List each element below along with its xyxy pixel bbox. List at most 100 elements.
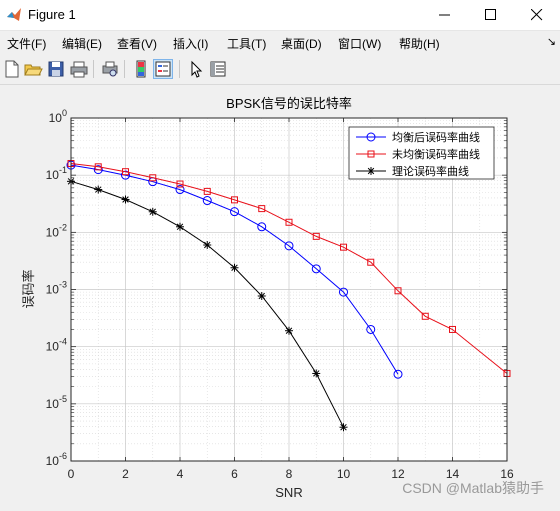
y-tick-label: 10-5	[46, 394, 67, 411]
maximize-button[interactable]	[468, 0, 514, 30]
data-point	[149, 174, 157, 182]
data-point	[367, 167, 375, 175]
minimize-button[interactable]	[422, 0, 468, 30]
toolbar	[0, 54, 560, 85]
menu-file[interactable]: 文件(F)	[7, 37, 47, 51]
data-point	[285, 326, 293, 335]
data-point	[176, 180, 184, 188]
data-point	[257, 291, 266, 300]
chart: 0 2 4 6 8 10 12 14 16 100 10-1 10-2 10-3 10-4 10-5 10-…	[21, 96, 544, 500]
series-layer	[66, 159, 511, 432]
data-point	[94, 185, 103, 194]
x-tick-label: 0	[68, 467, 75, 481]
x-tick-labels: 0 2 4 6 8 10 12 14 16	[68, 467, 514, 481]
legend-entry: 理论误码率曲线	[356, 164, 469, 178]
data-point	[230, 207, 239, 217]
data-point	[175, 185, 185, 195]
y-tick-label: 10-3	[46, 280, 67, 297]
x-tick-label: 14	[446, 467, 460, 481]
data-point	[121, 170, 130, 180]
colorbar-icon[interactable]	[131, 59, 151, 79]
data-point	[366, 132, 376, 142]
data-point	[311, 264, 321, 274]
data-point	[176, 222, 184, 231]
data-point	[367, 258, 375, 266]
data-point	[312, 369, 321, 378]
matlab-icon	[7, 8, 21, 21]
figure-canvas: 0 2 4 6 8 10 12 14 16 100 10-1 10-2 10-3 10-4 10-5 10-…	[0, 85, 560, 506]
x-axis-label: SNR	[275, 485, 302, 500]
close-button[interactable]	[514, 0, 560, 30]
x-tick-label: 4	[177, 467, 184, 481]
pointer-icon[interactable]	[186, 59, 206, 79]
legend-label: 未均衡误码率曲线	[392, 147, 480, 161]
data-point	[148, 207, 157, 216]
maximize-icon	[485, 9, 496, 20]
save-icon[interactable]	[46, 59, 66, 79]
chart-title: BPSK信号的误比特率	[226, 96, 352, 111]
data-point	[449, 325, 456, 333]
data-point	[94, 163, 102, 171]
menu-help[interactable]: 帮助(H)	[399, 37, 440, 51]
data-point	[202, 196, 212, 206]
data-point	[340, 243, 347, 251]
series-3	[67, 177, 348, 432]
data-point	[339, 287, 348, 297]
toolbar-separator	[179, 60, 180, 78]
menu-insert[interactable]: 插入(I)	[173, 37, 209, 51]
watermark: CSDN @Matlab猿助手	[402, 480, 544, 496]
series-2	[67, 159, 511, 377]
y-tick-label: 10-1	[46, 165, 67, 182]
data-point	[203, 241, 212, 250]
minimize-icon	[439, 14, 450, 16]
menu-view[interactable]: 查看(V)	[117, 37, 157, 51]
open-file-icon[interactable]	[23, 59, 43, 79]
x-tick-label: 6	[231, 467, 238, 481]
ticks-layer	[70, 117, 508, 462]
legend-label: 理论误码率曲线	[392, 164, 469, 178]
data-point	[121, 195, 130, 204]
menu-bar: 文件(F) 编辑(E) 查看(V) 插入(I) 工具(T) 桌面(D) 窗口(W…	[0, 31, 560, 54]
property-inspector-icon[interactable]	[208, 59, 228, 79]
print-icon[interactable]	[69, 59, 89, 79]
x-tick-label: 8	[286, 467, 293, 481]
y-axis-label: 误码率	[21, 269, 36, 308]
y-tick-label: 10-2	[46, 222, 67, 239]
menu-overflow-icon[interactable]: ↘	[546, 36, 556, 48]
legend-entry: 均衡后误码率曲线	[356, 130, 480, 144]
toolbar-separator	[124, 60, 125, 78]
print-preview-icon[interactable]	[100, 59, 120, 79]
data-point	[93, 165, 103, 175]
data-point	[285, 218, 293, 226]
data-point	[366, 324, 376, 334]
y-tick-labels: 100 10-1 10-2 10-3 10-4 10-5 10-6	[46, 108, 67, 468]
legend-box	[348, 126, 495, 180]
legend-label: 均衡后误码率曲线	[392, 130, 480, 144]
legend-icon[interactable]	[153, 59, 173, 79]
y-tick-label: 100	[49, 108, 67, 125]
data-point	[257, 222, 267, 232]
toolbar-separator	[93, 60, 94, 78]
title-bar: Figure 1	[0, 0, 560, 31]
menu-edit[interactable]: 编辑(E)	[62, 37, 102, 51]
data-point	[122, 168, 129, 176]
series-line	[70, 164, 399, 375]
x-tick-label: 12	[391, 467, 405, 481]
data-point	[231, 196, 238, 204]
data-point	[284, 241, 294, 251]
window-title: Figure 1	[28, 7, 76, 22]
menu-tools[interactable]: 工具(T)	[227, 37, 267, 51]
new-figure-icon[interactable]	[2, 59, 22, 79]
data-point	[367, 150, 375, 158]
series-line	[70, 163, 508, 374]
data-point	[258, 205, 266, 213]
x-tick-label: 2	[122, 467, 129, 481]
menu-window[interactable]: 窗口(W)	[338, 37, 382, 51]
data-point	[394, 287, 402, 295]
data-point	[393, 369, 403, 379]
y-tick-label: 10-4	[46, 337, 67, 354]
menu-desktop[interactable]: 桌面(D)	[281, 37, 322, 51]
data-point	[203, 187, 211, 195]
data-point	[312, 232, 320, 240]
